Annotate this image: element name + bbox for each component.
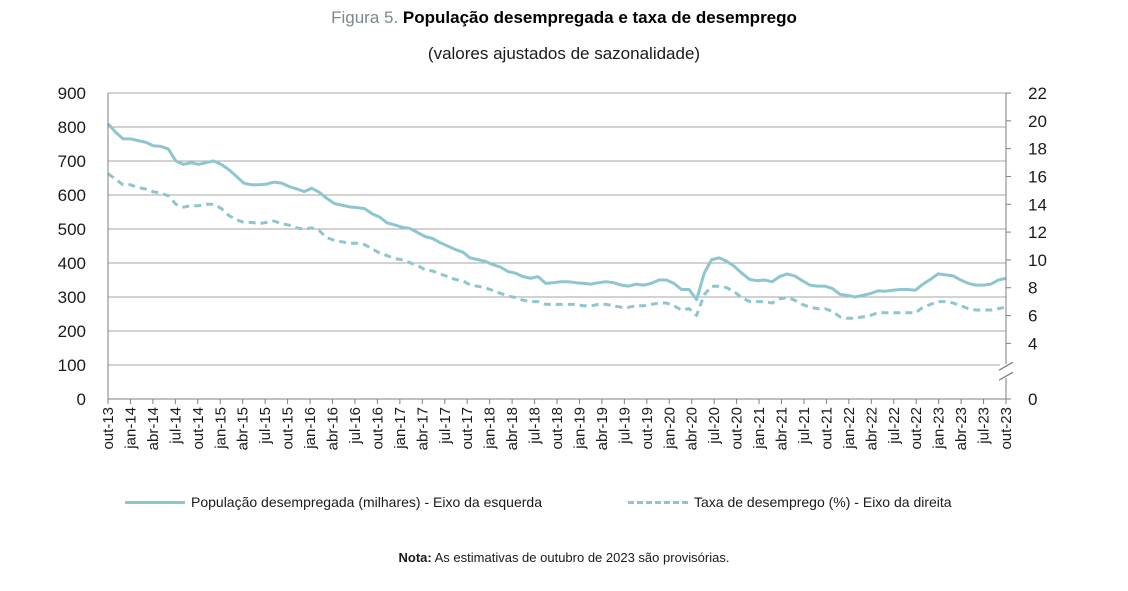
x-tick-label: out-17 (459, 407, 476, 450)
axes (107, 93, 1014, 400)
legend-dashed-line (628, 500, 688, 504)
x-tick-label: jan-16 (302, 407, 319, 450)
left-tick-label: 400 (58, 254, 86, 273)
x-tick-label: jul-17 (437, 407, 454, 445)
x-tick-label: out-23 (998, 407, 1015, 450)
right-tick-label: 10 (1028, 251, 1047, 270)
right-tick-label: 12 (1028, 223, 1047, 242)
x-tick-label: jul-15 (257, 407, 274, 445)
x-tick-label: jan-22 (841, 407, 858, 450)
x-tick-label: jan-17 (392, 407, 409, 450)
right-tick-label: 8 (1028, 279, 1037, 298)
left-axis-ticks: 0 100 200 300 400 500 600 700 800 900 (58, 84, 86, 409)
x-tick-label: jan-21 (751, 407, 768, 450)
right-tick-label: 18 (1028, 140, 1047, 159)
x-axis-ticks: out-13 jan-14 abr-14 jul-14 out-14 jan-15 abr-… (100, 399, 1015, 450)
x-tick-label: jul-14 (167, 407, 184, 445)
right-tick-label: 0 (1028, 390, 1037, 409)
left-tick-label: 0 (77, 390, 86, 409)
x-tick-label: abr-16 (325, 407, 342, 450)
x-tick-label: out-14 (190, 407, 207, 450)
x-tick-label: out-20 (729, 407, 746, 450)
left-tick-label: 100 (58, 356, 86, 375)
x-tick-label: abr-20 (684, 407, 701, 450)
x-tick-label: jul-16 (347, 407, 364, 445)
x-tick-label: abr-22 (863, 407, 880, 450)
right-tick-label: 4 (1028, 334, 1037, 353)
x-tick-label: abr-17 (414, 407, 431, 450)
x-tick-label: jul-22 (886, 407, 903, 445)
chart-title: Figura 5. População desempregada e taxa … (0, 8, 1128, 28)
left-tick-label: 300 (58, 288, 86, 307)
x-tick-label: jan-15 (212, 407, 229, 450)
x-tick-label: out-22 (908, 407, 925, 450)
right-tick-label: 20 (1028, 112, 1047, 131)
x-tick-label: abr-21 (774, 407, 791, 450)
left-tick-label: 900 (58, 84, 86, 103)
x-tick-label: jul-18 (527, 407, 544, 445)
x-tick-label: abr-19 (594, 407, 611, 450)
right-tick-label: 16 (1028, 167, 1047, 186)
series-lines (106, 122, 1007, 320)
left-tick-label: 800 (58, 118, 86, 137)
right-axis-ticks: 0 4 6 8 10 12 14 16 18 20 22 (1006, 84, 1047, 409)
x-tick-label: jul-20 (706, 407, 723, 445)
x-tick-label: out-16 (369, 407, 386, 450)
x-tick-label: out-18 (549, 407, 566, 450)
left-tick-label: 700 (58, 152, 86, 171)
note-text: As estimativas de outubro de 2023 são pr… (434, 550, 730, 565)
right-tick-label: 22 (1028, 84, 1047, 103)
gridlines (108, 92, 1006, 366)
x-tick-label: out-19 (639, 407, 656, 450)
x-tick-label: abr-14 (145, 407, 162, 450)
legend-label-unemployed: População desempregada (milhares) - Eixo… (191, 494, 542, 510)
x-tick-label: out-21 (818, 407, 835, 450)
x-tick-label: abr-18 (504, 407, 521, 450)
x-tick-label: jul-21 (796, 407, 813, 445)
series-unemployed-population (106, 122, 1007, 302)
x-tick-label: jul-23 (976, 407, 993, 445)
axis-break-mark (998, 361, 1014, 371)
chart-subtitle: (valores ajustados de sazonalidade) (427, 44, 701, 63)
legend-label-rate: Taxa de desemprego (%) - Eixo da direita (694, 494, 952, 510)
x-tick-label: jul-19 (616, 407, 633, 445)
x-tick-label: jan-19 (571, 407, 588, 450)
legend-item-unemployed: População desempregada (milhares) - Eixo… (125, 494, 542, 510)
left-tick-label: 500 (58, 220, 86, 239)
legend-item-rate: Taxa de desemprego (%) - Eixo da direita (628, 494, 952, 510)
figure-title: População desempregada e taxa de desempr… (402, 8, 797, 27)
x-tick-label: out-15 (280, 407, 297, 450)
right-tick-label: 14 (1028, 195, 1047, 214)
series-unemployment-rate (107, 172, 1007, 320)
chart-legend: População desempregada (milhares) - Eixo… (0, 494, 1128, 516)
axis-break-mark (998, 371, 1014, 381)
x-tick-label: abr-15 (235, 407, 252, 450)
x-tick-label: jan-14 (122, 407, 139, 450)
legend-solid-line (125, 500, 185, 504)
x-tick-label: jan-20 (661, 407, 678, 450)
left-tick-label: 600 (58, 186, 86, 205)
note-label: Nota: (398, 550, 432, 565)
x-tick-label: abr-23 (953, 407, 970, 450)
x-tick-label: jan-18 (482, 407, 499, 450)
chart-note: Nota: As estimativas de outubro de 2023 … (0, 550, 1128, 565)
figure-number: Figura 5. (331, 8, 399, 27)
right-tick-label: 6 (1028, 307, 1037, 326)
left-tick-label: 200 (58, 322, 86, 341)
x-tick-label: jan-23 (931, 407, 948, 450)
x-tick-label: out-13 (100, 407, 117, 450)
